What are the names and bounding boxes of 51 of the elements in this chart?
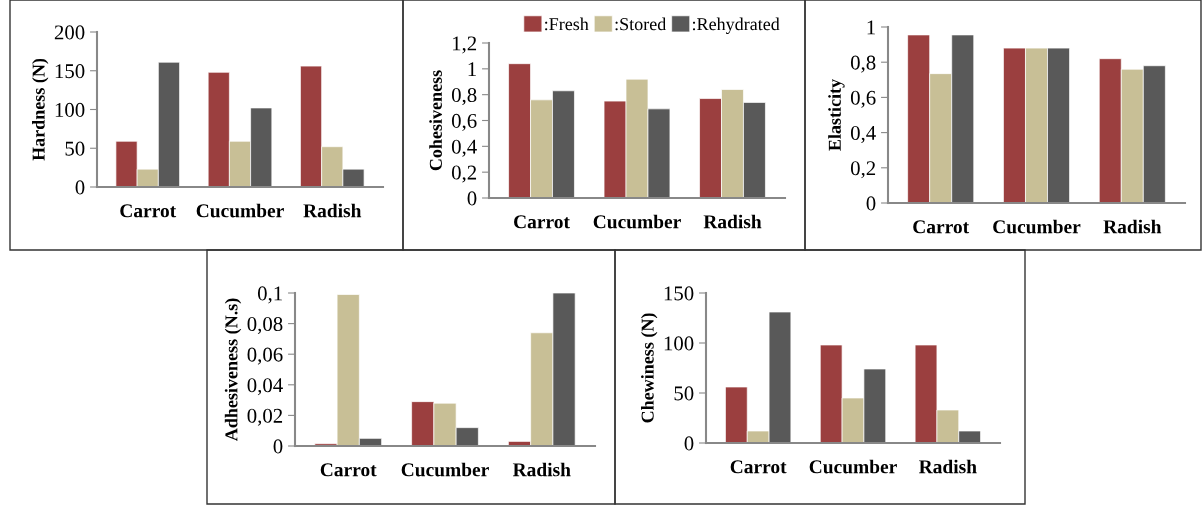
y-tick-label: 0,2 [850, 161, 876, 179]
y-tick-label: 1 [468, 62, 476, 77]
y-tick-label: 150 [55, 64, 85, 79]
y-axis-title: Hardness (N) [32, 58, 49, 161]
legend-label: :Rehydrated [692, 17, 780, 34]
y-tick-label: 100 [55, 102, 85, 117]
y-tick-label: 0 [467, 191, 477, 206]
x-tick-label: Carrot [320, 463, 377, 477]
y-tick-label: 0,2 [451, 165, 477, 183]
y-tick-label: 50 [65, 141, 85, 156]
x-tick-label: Radish [703, 214, 762, 229]
y-tick-label: 0,02 [247, 408, 283, 426]
y-axis-title: Elasticity [828, 79, 845, 151]
x-tick-label: Cucumber [196, 203, 284, 218]
x-tick-label: Carrot [730, 460, 787, 474]
y-tick-label: 1 [867, 20, 875, 35]
y-tick-label: 0,6 [850, 90, 876, 108]
y-tick-label: 150 [664, 286, 694, 301]
x-tick-label: Carrot [913, 220, 970, 234]
y-axis-title: Cohesiveness [429, 70, 442, 171]
y-tick-label: 0,06 [247, 347, 283, 365]
y-tick-label: 0 [684, 436, 694, 451]
x-tick-label: Cucumber [993, 219, 1081, 234]
legend-label: :Fresh [545, 17, 589, 31]
y-tick-label: 0,8 [451, 88, 477, 106]
x-tick-label: Radish [512, 462, 571, 477]
legend-label: :Stored [615, 17, 667, 31]
x-tick-label: Radish [918, 459, 977, 474]
x-tick-label: Cucumber [593, 214, 681, 229]
y-tick-label: 0,6 [451, 113, 477, 131]
y-tick-label: 1,2 [452, 36, 477, 54]
x-tick-label: Carrot [514, 215, 570, 229]
x-tick-label: Cucumber [401, 462, 489, 477]
y-tick-label: 0,4 [850, 125, 876, 144]
y-tick-label: 200 [54, 25, 85, 40]
y-tick-label: 0 [866, 196, 876, 211]
y-tick-label: 0 [273, 439, 283, 454]
x-tick-label: Radish [1103, 219, 1162, 234]
y-tick-label: 0,04 [247, 378, 283, 396]
x-tick-label: Cucumber [809, 459, 897, 474]
y-tick-label: 0 [75, 180, 85, 195]
x-tick-label: Carrot [120, 204, 177, 218]
y-tick-label: 0,08 [247, 316, 283, 335]
y-axis-title: Adhesiveness (N.s) [224, 298, 242, 442]
y-tick-label: 0,4 [451, 139, 477, 157]
y-tick-label: 0,8 [850, 55, 876, 73]
y-tick-label: 100 [664, 336, 694, 351]
y-tick-label: 50 [674, 386, 694, 401]
y-axis-title: Chewiness (N) [641, 313, 658, 423]
y-tick-label: 0,1 [257, 286, 282, 304]
x-tick-label: Radish [303, 203, 362, 218]
